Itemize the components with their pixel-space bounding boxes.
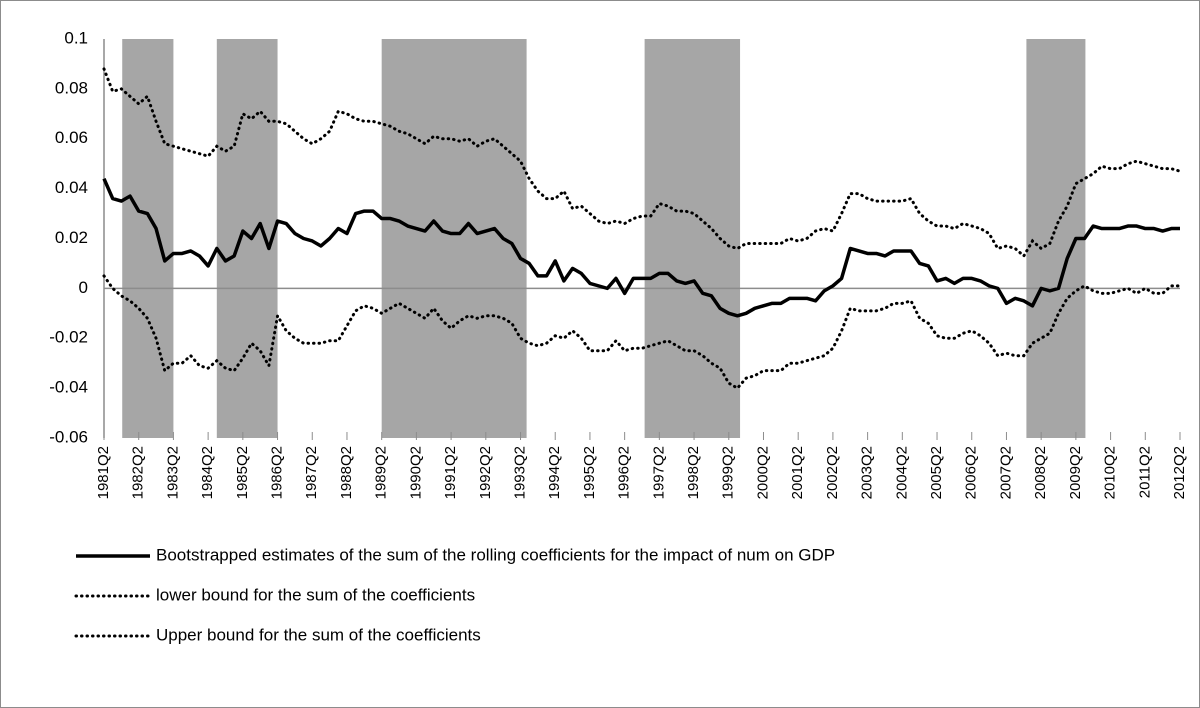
x-tick-label: 1985Q2 [234, 446, 251, 499]
x-tick-label: 2007Q2 [997, 446, 1014, 499]
x-tick-label: 2002Q2 [824, 446, 841, 499]
shaded-range [216, 39, 278, 438]
x-tick-label: 2005Q2 [928, 446, 945, 499]
axes [103, 39, 1181, 440]
y-tick-label: -0.02 [49, 328, 88, 347]
x-tick-label: 1997Q2 [650, 446, 667, 499]
labels: 0.1 0.08 0.06 0.04 0.02 0 -0.02 -0.04 -0.06 1981Q… [49, 28, 1188, 499]
x-tick-label: 2012Q2 [1171, 446, 1188, 499]
x-tick-label: 1992Q2 [477, 446, 494, 499]
x-tick-label: 1994Q2 [546, 446, 563, 499]
series-lines [102, 67, 1182, 391]
x-tick-label: 2010Q2 [1102, 446, 1119, 499]
series-line [102, 274, 1182, 391]
legend-label: Bootstrapped estimates of the sum of the… [156, 545, 835, 564]
x-tick-label: 2009Q2 [1067, 446, 1084, 499]
legend-label: lower bound for the sum of the coefficie… [156, 585, 475, 604]
legend: Bootstrapped estimates of the sum of the… [74, 545, 835, 644]
x-tick-label: 1996Q2 [616, 446, 633, 499]
x-tick-label: 1999Q2 [720, 446, 737, 499]
y-tick-label: 0.08 [55, 78, 88, 97]
x-tick-label: 2008Q2 [1032, 446, 1049, 499]
x-tick-label: 1998Q2 [685, 446, 702, 499]
y-tick-label: -0.04 [49, 378, 88, 397]
x-tick-label: 1987Q2 [303, 446, 320, 499]
x-tick-label: 1982Q2 [130, 446, 147, 499]
x-tick-label: 1991Q2 [442, 446, 459, 499]
y-tick-label: 0 [79, 278, 88, 297]
x-tick-label: 2001Q2 [789, 446, 806, 499]
shaded-range [644, 39, 741, 438]
x-tick-label: 1981Q2 [95, 446, 112, 499]
x-tick-label: 2006Q2 [963, 446, 980, 499]
series-line [102, 177, 1180, 318]
legend-label: Upper bound for the sum of the coefficie… [156, 625, 481, 644]
x-tick-label: 1984Q2 [199, 446, 216, 499]
x-tick-label: 1986Q2 [269, 446, 286, 499]
y-tick-label: 0.06 [55, 128, 88, 147]
x-tick-label: 2000Q2 [754, 446, 771, 499]
y-tick-label: 0.04 [55, 178, 88, 197]
x-tick-label: 1993Q2 [511, 446, 528, 499]
x-tick-label: 1989Q2 [373, 446, 390, 499]
x-tick-label: 1988Q2 [338, 446, 355, 499]
y-tick-label: 0.1 [64, 28, 88, 47]
x-tick-label: 1983Q2 [164, 446, 181, 499]
series-line [102, 67, 1182, 259]
x-tick-label: 2011Q2 [1136, 446, 1153, 498]
shaded-range [122, 39, 174, 438]
x-tick-label: 1990Q2 [407, 446, 424, 499]
y-tick-label: 0.02 [55, 228, 88, 247]
x-tick-label: 2003Q2 [859, 446, 876, 499]
x-tick-label: 1995Q2 [581, 446, 598, 499]
x-tick-label: 2004Q2 [893, 446, 910, 499]
y-tick-label: -0.06 [49, 427, 88, 446]
